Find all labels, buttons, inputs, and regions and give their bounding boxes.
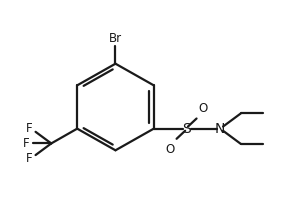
Text: S: S <box>182 122 191 136</box>
Text: F: F <box>26 122 32 135</box>
Text: F: F <box>26 152 32 165</box>
Text: F: F <box>23 137 29 150</box>
Text: O: O <box>165 143 175 156</box>
Text: Br: Br <box>109 32 122 45</box>
Text: N: N <box>215 122 226 136</box>
Text: O: O <box>198 102 208 115</box>
